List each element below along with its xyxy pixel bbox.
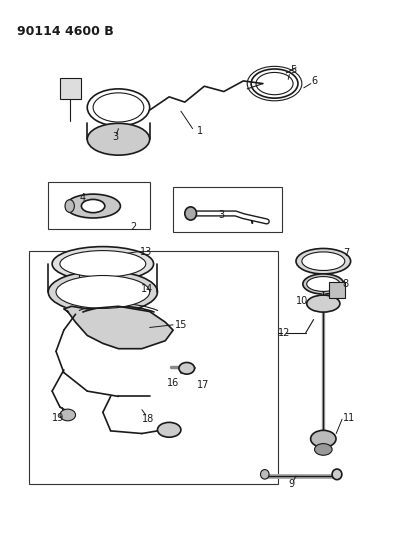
Text: 90114 4600 B: 90114 4600 B xyxy=(17,25,114,38)
Ellipse shape xyxy=(48,271,158,313)
Bar xyxy=(173,187,282,232)
Ellipse shape xyxy=(307,277,340,292)
Text: 3: 3 xyxy=(218,209,224,220)
Text: 4: 4 xyxy=(79,192,86,203)
Bar xyxy=(329,282,345,298)
Text: 5: 5 xyxy=(290,66,296,75)
Text: 15: 15 xyxy=(175,320,187,330)
Text: 7: 7 xyxy=(343,248,349,259)
Text: 11: 11 xyxy=(343,413,355,423)
Text: 18: 18 xyxy=(142,414,154,424)
Text: 6: 6 xyxy=(312,76,318,86)
Polygon shape xyxy=(64,306,173,349)
Ellipse shape xyxy=(179,362,195,374)
Ellipse shape xyxy=(81,199,105,213)
Ellipse shape xyxy=(60,251,146,277)
Ellipse shape xyxy=(307,295,340,312)
Ellipse shape xyxy=(314,443,332,455)
Text: 8: 8 xyxy=(343,279,349,289)
Ellipse shape xyxy=(87,123,150,155)
Text: 19: 19 xyxy=(52,413,64,423)
Ellipse shape xyxy=(66,194,120,218)
Text: 13: 13 xyxy=(140,247,152,257)
Circle shape xyxy=(65,200,74,213)
Ellipse shape xyxy=(332,469,342,480)
Ellipse shape xyxy=(302,252,345,270)
Bar xyxy=(60,78,81,100)
Ellipse shape xyxy=(52,247,154,281)
Text: 9: 9 xyxy=(288,479,294,489)
Ellipse shape xyxy=(296,248,351,274)
Ellipse shape xyxy=(303,274,344,294)
Text: 12: 12 xyxy=(279,328,291,338)
Text: 14: 14 xyxy=(141,284,153,294)
Ellipse shape xyxy=(261,470,269,479)
Ellipse shape xyxy=(56,276,150,309)
Text: 1: 1 xyxy=(196,126,203,136)
Text: 2: 2 xyxy=(130,222,136,232)
Ellipse shape xyxy=(310,430,336,447)
Bar xyxy=(48,182,150,229)
Ellipse shape xyxy=(158,422,181,437)
Ellipse shape xyxy=(185,207,196,220)
Text: 10: 10 xyxy=(296,296,308,306)
Text: 17: 17 xyxy=(196,380,209,390)
Ellipse shape xyxy=(60,409,75,421)
Text: 16: 16 xyxy=(167,378,180,388)
Text: 3: 3 xyxy=(113,132,119,142)
Bar xyxy=(29,251,279,484)
